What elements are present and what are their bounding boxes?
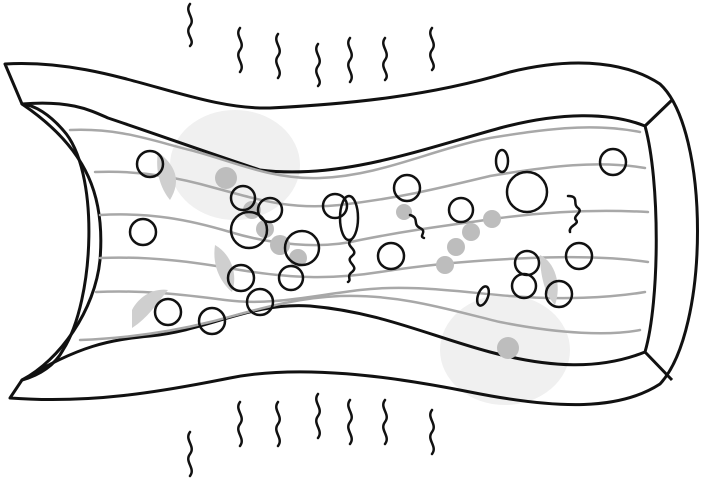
heat-wave [382,398,388,446]
cell-circle [277,264,305,292]
halo-blobs [170,110,570,405]
cell-circle [392,173,422,203]
flow-line [98,255,650,279]
cell-circle [226,263,256,293]
cell-circle [513,249,541,277]
cell-circle [135,149,165,179]
heat-wave [382,36,388,82]
shadow-wedge [132,289,168,328]
cell-circle [245,287,275,317]
heat-waves-top [187,2,435,88]
inner-squiggles [346,194,581,284]
shadow-wedge [540,255,558,305]
heat-wave [347,398,353,446]
cell-circle [128,217,158,247]
flow-line [68,126,642,180]
cell-circle [229,210,269,250]
squiggle [346,238,356,284]
heat-wave [275,400,281,448]
heat-wave [275,32,281,80]
heat-wave [347,36,353,84]
heat-wave [237,400,243,448]
cell-circle [544,279,574,309]
squiggle [408,213,426,240]
cell-circle [510,272,538,300]
cap-joint-bottom [643,350,674,382]
cell-circle [283,229,321,267]
oval-cell [475,285,491,307]
particle [436,256,454,274]
cell-circle [256,196,284,224]
cell-circle [376,241,406,271]
heat-waves-bottom [187,392,435,478]
heat-wave [429,408,435,456]
cell-circle [564,241,594,271]
particle [215,167,237,189]
particle [447,238,465,256]
halo-blob [170,110,300,220]
cell-circle [197,306,227,336]
squiggle [566,194,581,234]
heat-wave [429,26,435,72]
particle [396,204,412,220]
heat-wave [187,430,193,478]
heat-wave [315,392,321,440]
heat-wave [237,26,243,74]
open-circles [128,147,628,336]
tube-end-cap [643,98,674,382]
cell-circle [229,184,257,212]
cap-joint-top [643,98,674,128]
flow-line [94,286,647,304]
outer-tube-wall [3,61,699,407]
flow-line [93,163,647,208]
heat-wave [315,42,321,88]
flow-line [78,294,642,342]
oval-cell [338,194,360,242]
particle [483,210,501,228]
particle [462,223,480,241]
cell-circle [598,147,628,177]
particle [497,337,519,359]
particle [256,220,274,238]
oval-cells [338,148,510,307]
cell-circle [505,170,549,214]
flow-line [98,209,650,247]
heat-wave [187,2,193,48]
inner-tube-wall [20,101,658,382]
cell-circle [153,297,183,327]
cell-circle [447,196,475,224]
cell-circle [321,192,349,220]
oval-cell [494,148,510,174]
